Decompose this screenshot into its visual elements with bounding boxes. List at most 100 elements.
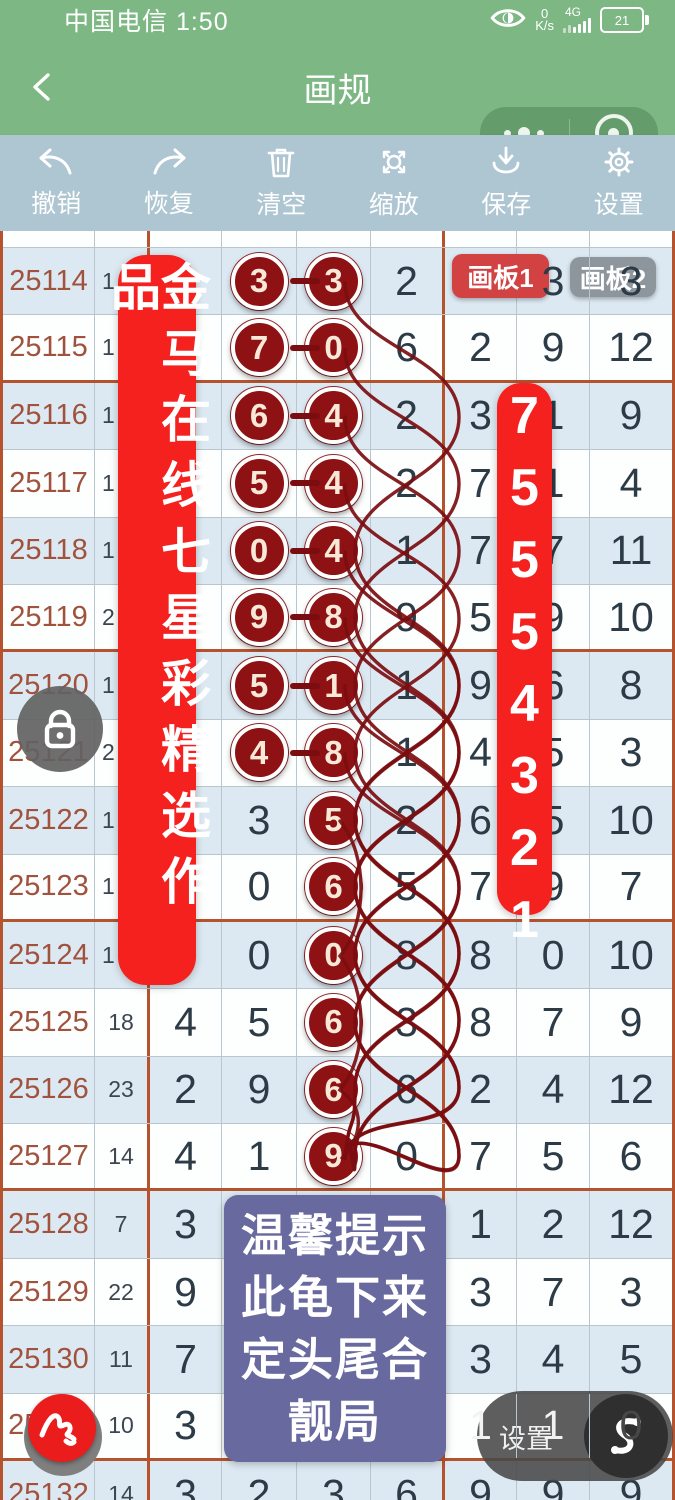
cell-digit-e[interactable]: 8 bbox=[445, 921, 517, 989]
cell-digit-b[interactable]: 5 bbox=[222, 652, 297, 719]
cell-digit-d[interactable]: 1 bbox=[371, 652, 445, 719]
cell-digit-a[interactable] bbox=[150, 854, 222, 919]
cell-digit-a[interactable] bbox=[150, 450, 222, 517]
cell-digit-d[interactable]: 6 bbox=[371, 315, 445, 380]
drawn-circle[interactable]: 4 bbox=[230, 724, 288, 782]
cell-digit-b[interactable]: 0 bbox=[222, 854, 297, 919]
drawn-circle[interactable]: 5 bbox=[305, 791, 362, 849]
cell-digit-a[interactable] bbox=[150, 517, 222, 584]
cell-digit-g[interactable]: 5 bbox=[619, 1335, 643, 1382]
cell-digit-a[interactable] bbox=[150, 584, 222, 650]
cell-digit-c[interactable]: 6 bbox=[297, 989, 371, 1056]
tab-board-1[interactable]: 画板1 bbox=[452, 254, 549, 298]
drawn-circle[interactable]: 0 bbox=[230, 522, 288, 580]
cell-digit-b[interactable]: 6 bbox=[222, 382, 297, 450]
cell-digit-g[interactable]: 12 bbox=[608, 324, 654, 371]
cell-digit-g[interactable]: 3 bbox=[619, 729, 643, 776]
toolbar-redo-button[interactable]: 恢复 bbox=[113, 135, 226, 231]
cell-digit-d[interactable]: 5 bbox=[371, 854, 445, 919]
tab-board-2[interactable]: 画板2 bbox=[570, 257, 656, 297]
cell-digit-g[interactable]: 11 bbox=[609, 527, 653, 574]
cell-digit-e[interactable]: 2 bbox=[445, 315, 517, 380]
cell-digit-f[interactable]: 2 bbox=[517, 1191, 590, 1258]
cell-digit-a[interactable]: 2 bbox=[150, 1056, 222, 1124]
cell-digit-f[interactable]: 1 bbox=[517, 1393, 590, 1459]
toolbar-settings-button[interactable]: 设置 bbox=[563, 135, 675, 231]
cell-digit-a[interactable]: 3 bbox=[150, 1393, 222, 1459]
drawn-circle[interactable]: 6 bbox=[305, 993, 362, 1051]
drawn-circle[interactable]: 6 bbox=[305, 1061, 362, 1119]
cell-digit-b[interactable]: 0 bbox=[222, 921, 297, 989]
cell-digit-b[interactable]: 2 bbox=[222, 1461, 297, 1500]
cell-digit-e[interactable]: 3 bbox=[445, 1258, 517, 1326]
cell-digit-b[interactable]: 5 bbox=[222, 450, 297, 517]
cell-digit-g[interactable]: 4 bbox=[619, 459, 643, 506]
cell-digit-d[interactable]: 9 bbox=[371, 584, 445, 650]
cell-digit-a[interactable]: 3 bbox=[150, 1461, 222, 1500]
cell-digit-e[interactable]: 1 bbox=[445, 1393, 517, 1459]
cell-digit-f[interactable]: 5 bbox=[517, 1124, 590, 1189]
cell-digit-b[interactable]: 9 bbox=[222, 1056, 297, 1124]
cell-digit-c[interactable]: 3 bbox=[297, 1461, 371, 1500]
cell-digit-g[interactable]: 12 bbox=[608, 1201, 654, 1248]
cell-digit-g[interactable]: 10 bbox=[608, 593, 654, 640]
cell-digit-d[interactable]: 2 bbox=[371, 382, 445, 450]
cell-digit-c[interactable]: 5 bbox=[297, 787, 371, 854]
cell-digit-a[interactable] bbox=[150, 787, 222, 854]
cell-digit-b[interactable]: 0 bbox=[222, 517, 297, 584]
toolbar-zoom-button[interactable]: 缩放 bbox=[338, 135, 451, 231]
cell-digit-f[interactable]: 9 bbox=[517, 315, 590, 380]
toolbar-undo-button[interactable]: 撤销 bbox=[0, 135, 113, 231]
cell-digit-g[interactable]: 3 bbox=[619, 1268, 643, 1315]
cell-digit-f[interactable]: 3 bbox=[517, 248, 590, 315]
cell-digit-d[interactable]: 6 bbox=[371, 1461, 445, 1500]
cell-digit-b[interactable]: 9 bbox=[222, 584, 297, 650]
cell-digit-e[interactable]: 3 bbox=[445, 1326, 517, 1393]
cell-digit-d[interactable]: 6 bbox=[371, 1056, 445, 1124]
cell-digit-b[interactable]: 3 bbox=[222, 787, 297, 854]
cell-digit-g[interactable]: 0 bbox=[619, 1402, 643, 1449]
cell-digit-g[interactable]: 12 bbox=[608, 1066, 654, 1113]
cell-digit-a[interactable] bbox=[150, 382, 222, 450]
cell-digit-c[interactable]: 9 bbox=[297, 1124, 371, 1189]
cell-digit-a[interactable]: 4 bbox=[150, 989, 222, 1056]
brand-logo-button[interactable] bbox=[28, 1394, 96, 1462]
cell-digit-a[interactable] bbox=[150, 315, 222, 380]
cell-digit-b[interactable]: 3 bbox=[222, 248, 297, 315]
cell-digit-d[interactable]: 3 bbox=[371, 989, 445, 1056]
cell-digit-b[interactable]: 4 bbox=[222, 719, 297, 787]
toolbar-save-button[interactable]: 保存 bbox=[450, 135, 563, 231]
notice-sticker[interactable]: 温馨提示 此龟下来 定头尾合 靓局 bbox=[224, 1195, 446, 1462]
cell-digit-g[interactable]: 10 bbox=[608, 796, 654, 843]
cell-digit-b[interactable]: 5 bbox=[222, 989, 297, 1056]
cell-digit-a[interactable] bbox=[150, 248, 222, 315]
cell-digit-g[interactable]: 3 bbox=[619, 257, 643, 304]
cell-digit-c[interactable]: 6 bbox=[297, 1056, 371, 1124]
s-logo-button[interactable] bbox=[584, 1394, 668, 1478]
cell-digit-g[interactable]: 6 bbox=[619, 1132, 643, 1179]
cell-digit-g[interactable]: 8 bbox=[619, 662, 643, 709]
cell-digit-d[interactable]: 1 bbox=[371, 719, 445, 787]
cell-digit-e[interactable]: 1 bbox=[445, 1191, 517, 1258]
cell-digit-d[interactable]: 0 bbox=[371, 1124, 445, 1189]
drawn-circle[interactable]: 0 bbox=[305, 926, 362, 984]
cell-digit-a[interactable]: 3 bbox=[150, 1191, 222, 1258]
cell-digit-b[interactable]: 7 bbox=[222, 315, 297, 380]
cell-digit-d[interactable]: 2 bbox=[371, 248, 445, 315]
cell-digit-g[interactable]: 10 bbox=[608, 931, 654, 978]
cell-digit-e[interactable]: 7 bbox=[445, 1124, 517, 1189]
cell-digit-b[interactable]: 1 bbox=[222, 1124, 297, 1189]
cell-digit-f[interactable]: 7 bbox=[517, 989, 590, 1056]
cell-digit-d[interactable]: 2 bbox=[371, 787, 445, 854]
cell-digit-g[interactable]: 7 bbox=[619, 863, 643, 910]
cell-digit-a[interactable] bbox=[150, 652, 222, 719]
cell-digit-a[interactable]: 9 bbox=[150, 1258, 222, 1326]
cell-digit-a[interactable] bbox=[150, 921, 222, 989]
cell-digit-f[interactable]: 4 bbox=[517, 1326, 590, 1393]
cell-digit-e[interactable]: 8 bbox=[445, 989, 517, 1056]
cell-digit-f[interactable]: 4 bbox=[517, 1056, 590, 1124]
drawn-circle[interactable]: 6 bbox=[305, 858, 362, 916]
drawn-circle[interactable]: 3 bbox=[230, 252, 288, 310]
promo-banner-vertical[interactable]: 金马在线七星彩精选作品 bbox=[104, 255, 210, 985]
cell-digit-d[interactable]: 8 bbox=[371, 921, 445, 989]
